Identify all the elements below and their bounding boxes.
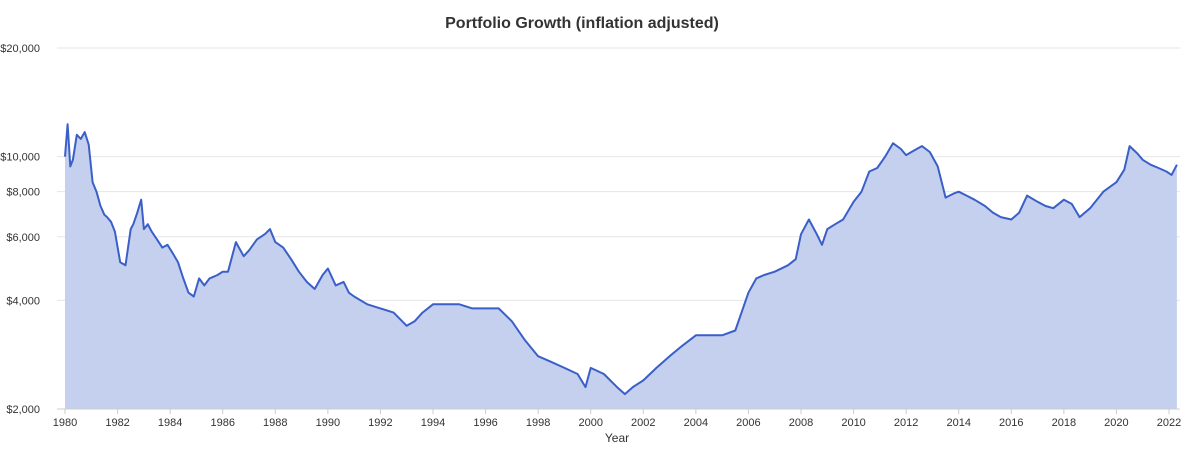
- x-tick-label: 2002: [631, 417, 655, 429]
- y-tick-label: $2,000: [6, 404, 40, 416]
- x-tick-label: 1994: [421, 417, 445, 429]
- x-tick-label: 1988: [263, 417, 287, 429]
- x-tick-label: 2018: [1052, 417, 1076, 429]
- x-tick-label: 1996: [473, 417, 497, 429]
- x-tick-label: 1986: [210, 417, 234, 429]
- x-tick-label: 1998: [526, 417, 550, 429]
- chart-title: Portfolio Growth (inflation adjusted): [445, 15, 719, 32]
- y-tick-label: $6,000: [6, 232, 40, 244]
- x-tick-label: 2004: [684, 417, 708, 429]
- x-tick-label: 1980: [53, 417, 77, 429]
- x-tick-label: 2006: [736, 417, 760, 429]
- x-tick-label: 1984: [158, 417, 182, 429]
- x-tick-label: 2014: [946, 417, 970, 429]
- series-line: [64, 123, 1178, 396]
- x-tick-label: 1992: [368, 417, 392, 429]
- x-tick-label: 2010: [841, 417, 865, 429]
- x-tick-label: 2022: [1157, 417, 1181, 429]
- y-tick-label: $10,000: [0, 152, 40, 164]
- x-tick-label: 1990: [316, 417, 340, 429]
- x-tick-label: 2020: [1104, 417, 1128, 429]
- x-axis: 1980 1982 1984 1986 1988 1990 1992 1994 1996 1998…: [53, 409, 1181, 429]
- x-tick-label: 2016: [999, 417, 1023, 429]
- y-axis: $2,000 $4,000 $6,000 $8,000 $10,000 $20,000: [0, 43, 40, 416]
- area-fill: [65, 124, 1177, 409]
- y-tick-label: $4,000: [6, 295, 40, 307]
- y-tick-label: $8,000: [6, 187, 40, 199]
- x-tick-label: 1982: [105, 417, 129, 429]
- x-tick-label: 2012: [894, 417, 918, 429]
- x-tick-label: 2000: [578, 417, 602, 429]
- x-tick-label: 2008: [789, 417, 813, 429]
- y-tick-label: $20,000: [0, 43, 40, 55]
- x-axis-label: Year: [605, 431, 629, 445]
